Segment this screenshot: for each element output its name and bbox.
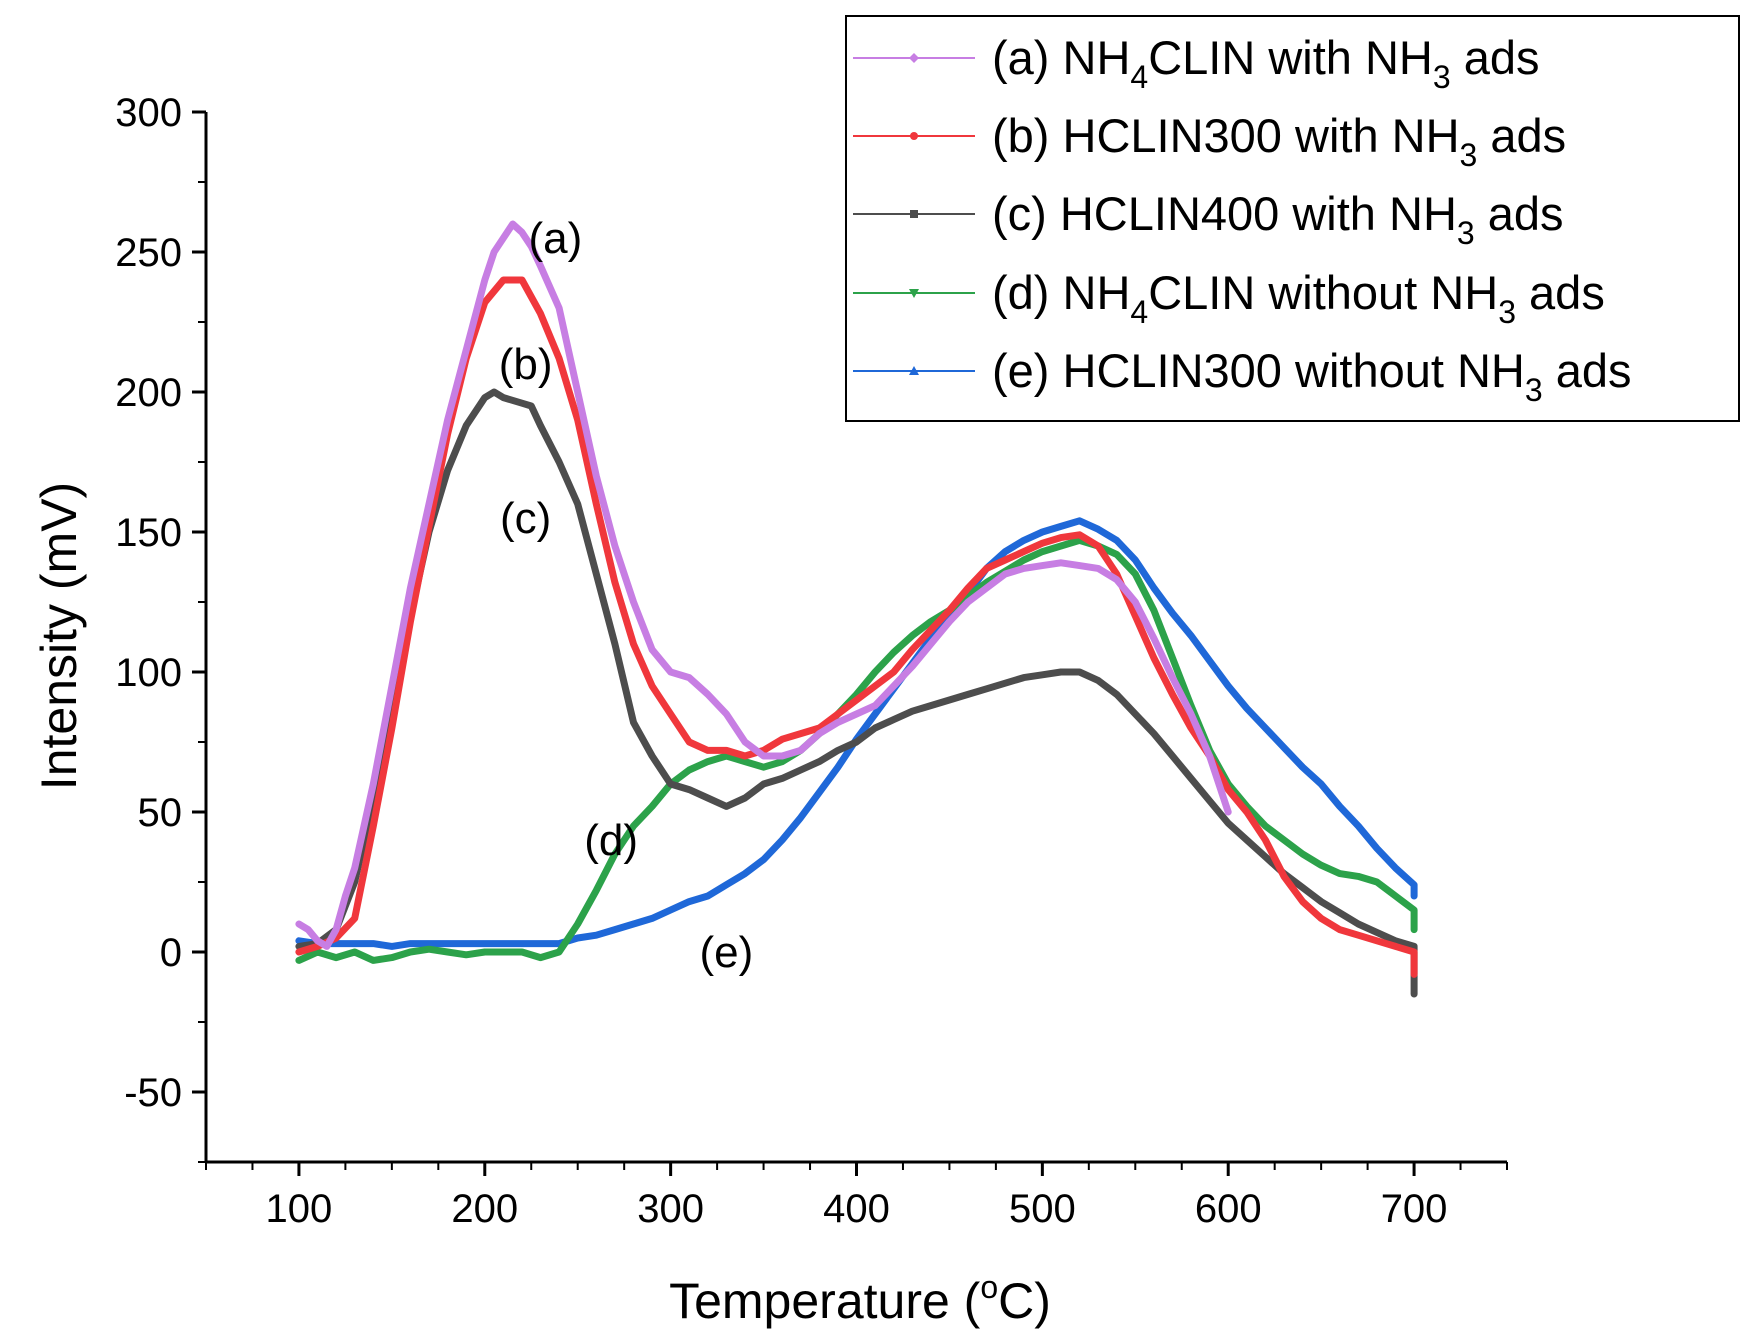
y-tick-label: 150: [115, 511, 182, 555]
x-tick-label: 100: [266, 1187, 333, 1231]
legend-marker-square: [910, 210, 918, 218]
curve-label: (c): [500, 494, 551, 543]
legend-marker-triangle-up: [909, 366, 919, 375]
legend-box: [845, 15, 1740, 422]
x-tick-label: 700: [1381, 1187, 1448, 1231]
x-tick-label: 600: [1195, 1187, 1262, 1231]
legend-item-b: (b) HCLIN300 with NH3 ads: [853, 109, 1566, 173]
x-tick-label: 400: [823, 1187, 890, 1231]
legend-label-e: (e) HCLIN300 without NH3 ads: [992, 344, 1632, 408]
legend-label-c: (c) HCLIN400 with NH3 ads: [992, 187, 1564, 251]
y-tick-label: 100: [115, 651, 182, 695]
x-axis-title: Temperature (oC): [669, 1269, 1051, 1329]
y-tick-label: 0: [160, 931, 182, 975]
series-line-e: [295, 517, 1418, 950]
series-line-a: [295, 220, 1232, 950]
curve-label: (a): [529, 214, 583, 263]
curve-label: (e): [700, 928, 754, 977]
series-line-d: [295, 536, 1418, 964]
y-tick-label: 250: [115, 231, 182, 275]
curve-labels: (a) (b) (c) (d) (e): [499, 214, 754, 977]
x-tick-label: 500: [1009, 1187, 1076, 1231]
series-line-c: [295, 388, 1418, 998]
legend-item-e: (e) HCLIN300 without NH3 ads: [853, 344, 1632, 408]
legend-label-b: (b) HCLIN300 with NH3 ads: [992, 109, 1566, 173]
legend-marker-triangle-down: [909, 289, 919, 298]
legend-item-d: (d) NH4CLIN without NH3 ads: [853, 266, 1605, 330]
legend: (a) NH4CLIN with NH3 ads (b) HCLIN300 wit…: [845, 15, 1740, 422]
x-axis-title-suffix: C): [998, 1273, 1051, 1329]
curve-label: (b): [499, 340, 553, 389]
legend-marker-diamond: [909, 53, 919, 63]
series-line-b: [295, 276, 1418, 978]
x-tick-label: 300: [637, 1187, 704, 1231]
legend-item-a: (a) NH4CLIN with NH3 ads: [853, 31, 1540, 95]
legend-items: (a) NH4CLIN with NH3 ads (b) HCLIN300 wit…: [853, 31, 1632, 408]
x-axis-title-sup: o: [980, 1269, 998, 1305]
x-tick-label: 200: [451, 1187, 518, 1231]
legend-item-c: (c) HCLIN400 with NH3 ads: [853, 187, 1564, 251]
y-tick-label: 300: [115, 91, 182, 135]
y-axis-title: Intensity (mV): [31, 482, 87, 790]
series-layer: [295, 220, 1418, 998]
legend-marker-circle: [910, 132, 918, 140]
y-tick-label: 50: [138, 791, 183, 835]
legend-label-a: (a) NH4CLIN with NH3 ads: [992, 31, 1540, 95]
y-tick-label: -50: [124, 1071, 182, 1115]
x-axis-title-prefix: Temperature (: [669, 1273, 981, 1329]
legend-label-d: (d) NH4CLIN without NH3 ads: [992, 266, 1605, 330]
y-tick-label: 200: [115, 371, 182, 415]
curve-label: (d): [584, 816, 638, 865]
ticks: 100 200 300 400 500 600 700 -50 0 50 100 150 200 250 3…: [115, 91, 1508, 1231]
